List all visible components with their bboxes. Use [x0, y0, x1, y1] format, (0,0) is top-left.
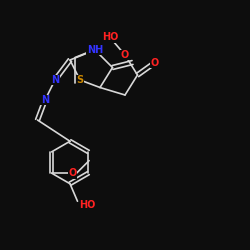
Text: HO: HO	[79, 200, 96, 210]
Text: S: S	[76, 75, 84, 85]
Text: N: N	[41, 95, 49, 105]
Text: O: O	[151, 58, 159, 68]
Text: HO: HO	[102, 32, 118, 42]
Text: NH: NH	[87, 45, 103, 55]
Text: O: O	[69, 168, 77, 178]
Text: N: N	[51, 75, 59, 85]
Text: O: O	[121, 50, 129, 60]
